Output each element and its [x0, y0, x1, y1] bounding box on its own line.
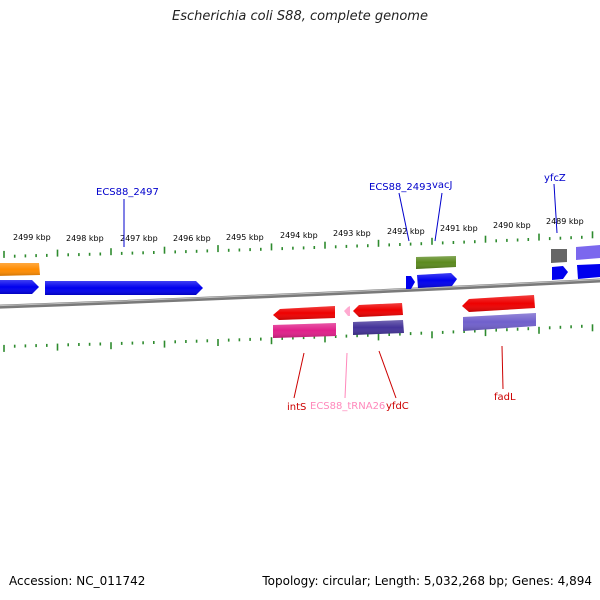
leader-ecs88-2493 [398, 192, 410, 242]
scale-label-2495: 2495 kbp [226, 233, 264, 242]
scale-label-2496: 2496 kbp [173, 234, 211, 243]
label-yfcz[interactable]: yfcZ [544, 173, 566, 184]
label-vacj[interactable]: vacJ [432, 180, 453, 191]
leader-ints [293, 352, 305, 399]
scale-label-2490: 2490 kbp [493, 221, 531, 230]
gene-labels: ECS88_2497 ECS88_2493 vacJ yfcZ intS ECS… [96, 173, 566, 413]
gene-pink-trna[interactable] [344, 306, 350, 316]
leader-trna26 [344, 352, 348, 399]
leader-fadl [501, 345, 504, 390]
scale-label-2498: 2498 kbp [66, 234, 104, 243]
scale-label-2494: 2494 kbp [280, 231, 318, 240]
scale-label-2492: 2492 kbp [387, 227, 425, 236]
label-yfdc[interactable]: yfdC [386, 401, 409, 412]
scale-label-2497: 2497 kbp [120, 234, 158, 243]
label-ecs88-2493[interactable]: ECS88_2493 [369, 182, 432, 193]
label-leaders [123, 183, 558, 399]
label-ints[interactable]: intS [287, 402, 306, 413]
gene-blue-small[interactable] [406, 276, 415, 289]
leader-yfdc [378, 350, 397, 399]
map-title: Escherichia coli S88, complete genome [172, 9, 428, 24]
label-ecs88-trna26[interactable]: ECS88_tRNA26 [310, 401, 385, 412]
leader-yfcz [553, 183, 558, 234]
label-fadl[interactable]: fadL [494, 392, 516, 403]
scale-label-2493: 2493 kbp [333, 229, 371, 238]
scale-labels: 2499 kbp 2498 kbp 2497 kbp 2496 kbp 2495… [13, 217, 584, 243]
reverse-strand-genes [273, 295, 536, 338]
genome-summary-text: Topology: circular; Length: 5,032,268 bp… [262, 574, 592, 588]
genome-backbone [0, 278, 600, 309]
gene-purple-right[interactable] [576, 245, 600, 260]
gene-blue-right[interactable] [577, 264, 600, 279]
label-ecs88-2497[interactable]: ECS88_2497 [96, 187, 159, 198]
scale-label-2489: 2489 kbp [546, 217, 584, 226]
outer-tick-track [3, 231, 594, 258]
accession-text: Accession: NC_011742 [9, 574, 146, 588]
gene-blue-right-small[interactable] [552, 266, 568, 280]
scale-label-2499: 2499 kbp [13, 233, 51, 242]
leader-vacj [434, 192, 443, 242]
scale-label-2491: 2491 kbp [440, 224, 478, 233]
gene-gray-small[interactable] [551, 249, 567, 263]
forward-strand-genes [0, 245, 600, 295]
